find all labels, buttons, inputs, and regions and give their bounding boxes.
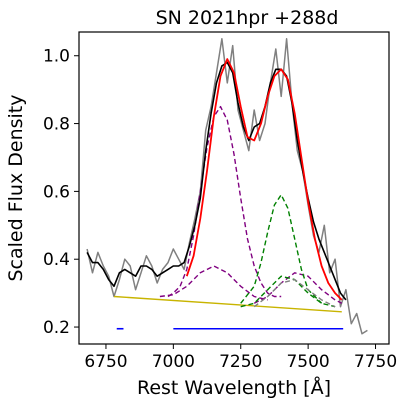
y-axis-label: Scaled Flux Density: [5, 95, 27, 282]
x-tick-label-4: 7750: [354, 352, 397, 372]
series-component-8: [253, 278, 336, 308]
x-tick-label-3: 7500: [286, 352, 329, 372]
y-tick-label-2: 0.6: [43, 182, 70, 202]
series-raw-0: [86, 38, 368, 335]
series-component-3: [167, 105, 282, 298]
y-tick-label-0: 0.2: [43, 318, 70, 338]
series-component-5: [253, 272, 343, 304]
x-axis-label: Rest Wavelength [Å]: [137, 376, 331, 399]
axes: 6750 7000 7250 7500 7750 0.2 0.4 0.6 0.8 1.0: [43, 47, 397, 372]
series-component-7: [240, 275, 336, 308]
y-tick-label-4: 1.0: [43, 47, 70, 67]
series-component-6: [240, 194, 323, 304]
x-tick-label-1: 7000: [152, 352, 195, 372]
chart-title: SN 2021hpr +288d: [156, 7, 339, 29]
plot-frame: [78, 31, 390, 345]
y-tick-label-3: 0.8: [43, 115, 70, 135]
series-component-4: [159, 265, 268, 301]
plot-area: [86, 38, 368, 335]
y-tick-label-1: 0.4: [43, 250, 70, 270]
series-continuum-9: [113, 295, 342, 313]
x-tick-label-0: 6750: [84, 352, 127, 372]
x-tick-label-2: 7250: [219, 352, 262, 372]
series-total-fit-2: [185, 58, 343, 301]
